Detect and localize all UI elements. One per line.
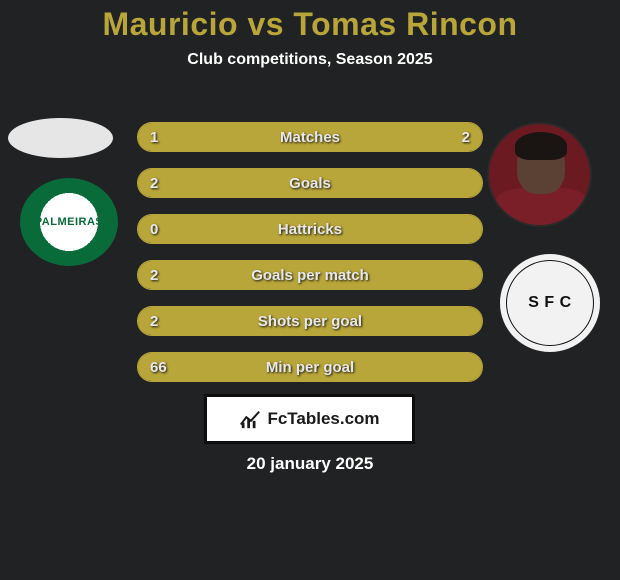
stats-panel: 1Matches22Goals0Hattricks2Goals per matc…	[137, 122, 483, 398]
player-left-club-badge: PALMEIRAS	[20, 178, 118, 266]
source-badge-text: FcTables.com	[267, 409, 379, 429]
stat-row: 66Min per goal	[137, 352, 483, 382]
stat-row: 2Goals	[137, 168, 483, 198]
stat-row: 2Shots per goal	[137, 306, 483, 336]
player-left-avatar	[8, 118, 113, 158]
stat-label: Hattricks	[138, 215, 482, 243]
comparison-title: Mauricio vs Tomas Rincon	[0, 0, 620, 43]
chart-icon	[239, 408, 261, 430]
source-badge: FcTables.com	[204, 394, 415, 444]
stat-label: Min per goal	[138, 353, 482, 381]
comparison-subtitle: Club competitions, Season 2025	[0, 51, 620, 69]
stat-value-right: 2	[462, 123, 470, 151]
avatar-hair	[515, 132, 567, 160]
stat-row: 1Matches2	[137, 122, 483, 152]
stat-label: Matches	[138, 123, 482, 151]
stat-row: 2Goals per match	[137, 260, 483, 290]
comparison-date: 20 january 2025	[0, 454, 620, 474]
player-right-avatar	[487, 122, 592, 227]
stat-label: Goals	[138, 169, 482, 197]
stat-label: Shots per goal	[138, 307, 482, 335]
stat-row: 0Hattricks	[137, 214, 483, 244]
player-right-club-badge: S F C	[500, 254, 600, 352]
stat-label: Goals per match	[138, 261, 482, 289]
